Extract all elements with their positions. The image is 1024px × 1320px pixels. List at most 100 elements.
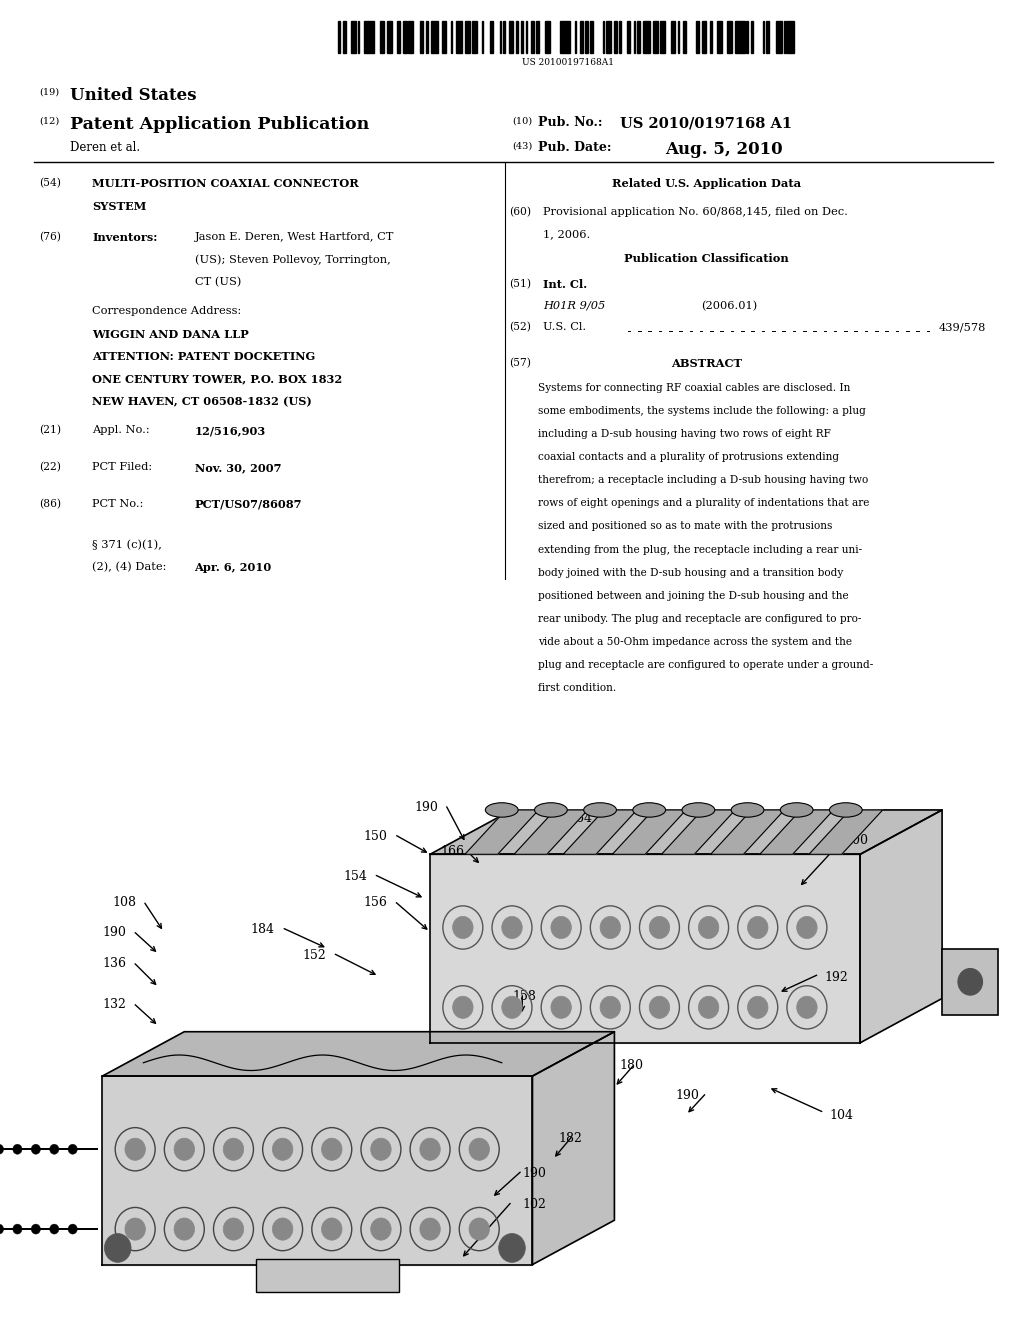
Bar [618,21,621,53]
Text: body joined with the D-sub housing and a transition body: body joined with the D-sub housing and a… [538,568,843,578]
Text: Inventors:: Inventors: [92,232,158,243]
Bar [585,21,588,53]
Ellipse shape [829,803,862,817]
Circle shape [12,1224,22,1234]
Text: (76): (76) [39,232,60,243]
Text: 164: 164 [568,812,592,825]
Text: coaxial contacts and a plurality of protrusions extending: coaxial contacts and a plurality of prot… [538,451,839,462]
Polygon shape [860,810,942,1043]
Bar [776,21,782,53]
Circle shape [748,916,768,939]
Text: some embodiments, the systems include the following: a plug: some embodiments, the systems include th… [538,407,865,416]
Circle shape [600,997,621,1019]
Bar [606,21,610,53]
Circle shape [272,1138,293,1160]
Circle shape [469,1218,489,1241]
Circle shape [104,1233,131,1262]
Bar [365,21,374,53]
Text: § 371 (c)(1),: § 371 (c)(1), [92,540,162,550]
Text: rear unibody. The plug and receptacle are configured to pro-: rear unibody. The plug and receptacle ar… [538,614,861,624]
Text: Correspondence Address:: Correspondence Address: [92,306,242,317]
Circle shape [649,997,670,1019]
Circle shape [0,1224,3,1234]
Ellipse shape [633,803,666,817]
Text: CT (US): CT (US) [195,277,241,288]
Bar [727,21,732,53]
Bar [702,21,706,53]
Bar [426,21,428,53]
Text: 439/578: 439/578 [939,322,986,333]
Text: (60): (60) [509,207,531,218]
Circle shape [322,1138,342,1160]
Text: (54): (54) [39,178,60,189]
Text: (21): (21) [39,425,61,436]
Bar [659,21,665,53]
Text: 166: 166 [440,845,464,858]
Bar [521,21,522,53]
Circle shape [499,1233,525,1262]
Bar [451,21,453,53]
Text: US 20100197168A1: US 20100197168A1 [522,58,614,67]
Polygon shape [662,810,735,854]
Text: 102: 102 [522,1199,546,1210]
Ellipse shape [731,803,764,817]
Text: 190: 190 [522,1167,546,1180]
Bar [766,21,769,53]
Text: 184: 184 [251,923,274,936]
Circle shape [371,1218,391,1241]
Circle shape [322,1218,342,1241]
Text: Publication Classification: Publication Classification [625,253,788,264]
Circle shape [649,916,670,939]
Bar [763,21,764,53]
Text: Apr. 6, 2010: Apr. 6, 2010 [195,562,271,573]
Bar [695,21,699,53]
Bar [409,21,413,53]
Text: (57): (57) [509,358,530,368]
Circle shape [32,1144,41,1154]
Text: Aug. 5, 2010: Aug. 5, 2010 [666,141,783,158]
Bar [614,21,617,53]
Text: United States: United States [70,87,197,104]
Text: (52): (52) [509,322,530,333]
Bar [784,21,785,53]
Bar [678,21,680,53]
Text: NEW HAVEN, CT 06508-1832 (US): NEW HAVEN, CT 06508-1832 (US) [92,396,312,407]
Circle shape [223,1138,244,1160]
Bar [489,21,494,53]
Text: ATTENTION: PATENT DOCKETING: ATTENTION: PATENT DOCKETING [92,351,315,362]
Text: 12/516,903: 12/516,903 [195,425,266,436]
Bar [683,21,686,53]
Polygon shape [809,810,883,854]
Bar [942,949,998,1015]
Circle shape [797,916,817,939]
Text: plug and receptacle are configured to operate under a ground-: plug and receptacle are configured to op… [538,660,872,671]
Text: first condition.: first condition. [538,684,615,693]
Text: MULTI-POSITION COAXIAL CONNECTOR: MULTI-POSITION COAXIAL CONNECTOR [92,178,358,189]
Polygon shape [563,810,637,854]
Bar [481,21,483,53]
Text: (22): (22) [39,462,60,473]
Bar [338,21,340,53]
Bar [634,21,635,53]
Circle shape [125,1138,145,1160]
Bar [456,21,462,53]
Text: vide about a 50-Ohm impedance across the system and the: vide about a 50-Ohm impedance across the… [538,638,852,647]
Circle shape [174,1218,195,1241]
Circle shape [748,997,768,1019]
Text: 136: 136 [102,957,126,970]
Bar [560,21,570,53]
Bar [580,21,583,53]
Circle shape [68,1144,78,1154]
Bar [536,21,539,53]
Polygon shape [514,810,588,854]
Circle shape [958,969,983,995]
Text: 156: 156 [364,896,387,909]
Bar [530,21,534,53]
Circle shape [797,997,817,1019]
Bar [627,21,631,53]
Text: (86): (86) [39,499,61,510]
Text: 190: 190 [676,1089,699,1102]
Bar [343,21,346,53]
Text: H01R 9/05: H01R 9/05 [543,301,605,312]
Bar [357,21,359,53]
